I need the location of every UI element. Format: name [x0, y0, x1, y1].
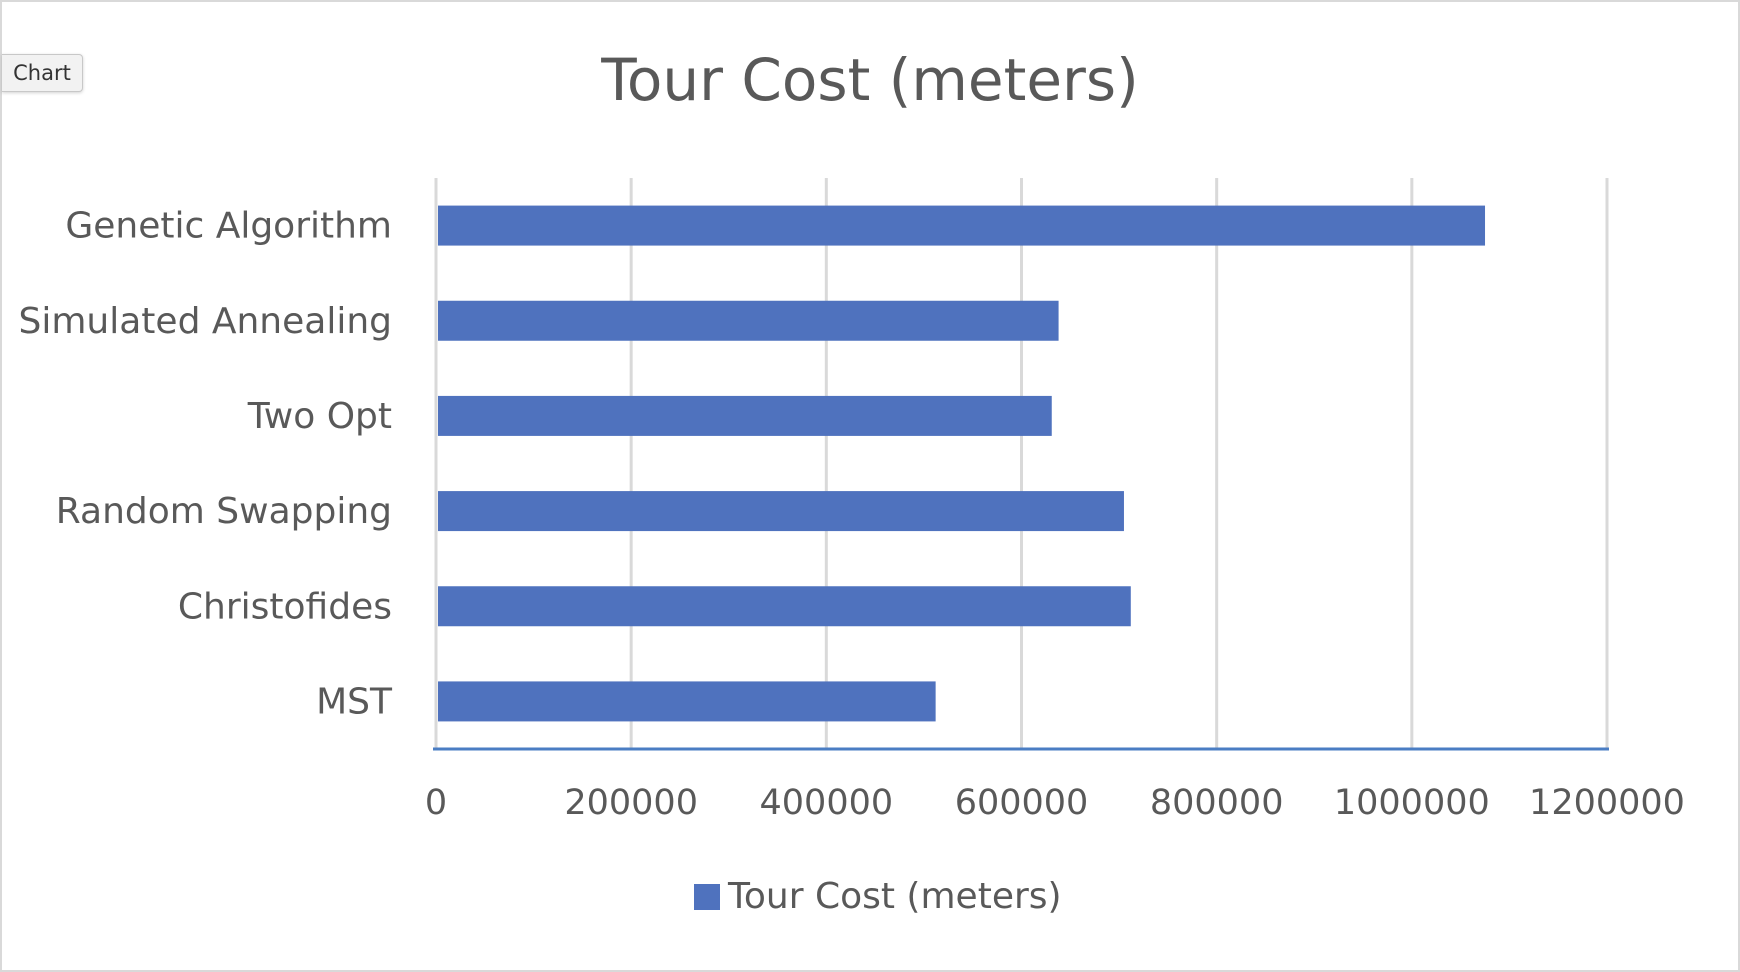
x-axis — [433, 178, 1609, 751]
chart-tab-button[interactable]: Chart — [2, 54, 83, 92]
bar — [438, 491, 1124, 532]
bar — [438, 205, 1486, 246]
bar — [438, 300, 1059, 341]
x-tick-label: 600000 — [955, 783, 1089, 823]
legend: Tour Cost (meters) — [694, 876, 1062, 917]
category-label: MST — [316, 681, 393, 722]
bar — [438, 681, 936, 722]
grid-lines — [629, 178, 1609, 749]
category-label: Random Swapping — [56, 491, 392, 532]
x-tick-label: 400000 — [760, 783, 894, 823]
legend-label: Tour Cost (meters) — [727, 876, 1062, 917]
x-tick-labels: 0 200000 400000 600000 800000 1000000 1200000 — [425, 783, 1685, 823]
chart-title: Tour Cost (meters) — [600, 46, 1138, 114]
category-label: Christofides — [178, 586, 392, 627]
x-tick-label: 0 — [425, 783, 447, 823]
x-tick-label: 200000 — [564, 783, 698, 823]
legend-swatch — [694, 884, 720, 910]
x-tick-label: 800000 — [1150, 783, 1284, 823]
bar — [438, 586, 1131, 627]
category-label: Simulated Annealing — [19, 301, 393, 342]
category-labels: Genetic Algorithm Simulated Annealing Two … — [19, 206, 394, 723]
x-tick-label: 1000000 — [1334, 783, 1490, 823]
bars — [438, 205, 1486, 722]
category-label: Genetic Algorithm — [65, 206, 392, 247]
category-label: Two Opt — [247, 396, 392, 437]
bar — [438, 395, 1052, 436]
x-tick-label: 1200000 — [1529, 783, 1685, 823]
